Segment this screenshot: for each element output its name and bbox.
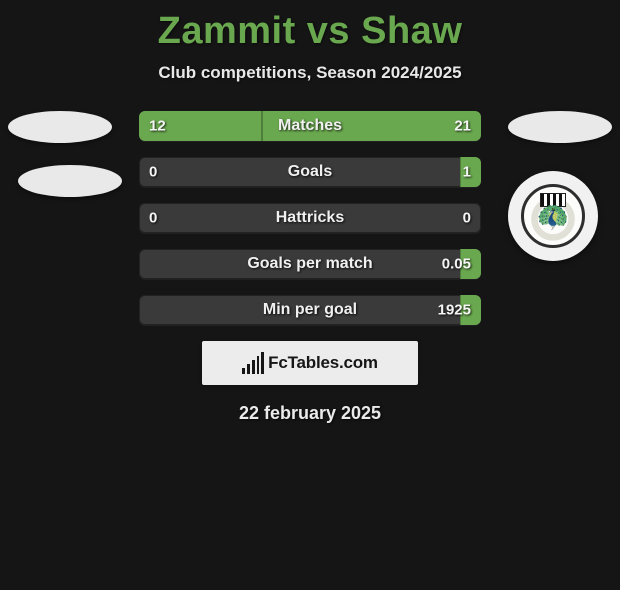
bar-fill-right [262, 111, 481, 141]
brand-label: FcTables.com [268, 353, 378, 373]
right-club-badge: 🦚 [508, 171, 598, 261]
stat-left-value: 0 [149, 210, 157, 227]
stat-label: Min per goal [139, 301, 481, 319]
comparison-bars: 1221Matches01Goals00Hattricks0.05Goals p… [139, 111, 481, 325]
page-title: Zammit vs Shaw [0, 10, 620, 53]
stat-right-value: 1925 [438, 302, 471, 319]
stat-right-value: 1 [463, 164, 471, 181]
left-placeholder-oval [8, 111, 112, 143]
stat-right-value: 0 [463, 210, 471, 227]
stat-left-value: 12 [149, 118, 166, 135]
right-placeholder-oval [508, 111, 612, 143]
stat-row: 0 0Hattricks [139, 203, 481, 233]
date-label: 22 february 2025 [0, 403, 620, 424]
stat-left-value: 0 [149, 164, 157, 181]
stat-row: 1925Min per goal [139, 295, 481, 325]
stat-row: 1221Matches [139, 111, 481, 141]
comparison-stage: 🦚 1221Matches01Goals00Hattricks0.05Goals… [0, 111, 620, 424]
stat-right-value: 0.05 [442, 256, 471, 273]
brand-box[interactable]: FcTables.com [202, 341, 418, 385]
stat-row: 0 1Goals [139, 157, 481, 187]
stat-label: Goals per match [139, 255, 481, 273]
stat-label: Hattricks [139, 209, 481, 227]
stat-right-value: 21 [454, 118, 471, 135]
page-subtitle: Club competitions, Season 2024/2025 [0, 63, 620, 83]
stat-label: Goals [139, 163, 481, 181]
stat-row: 0.05Goals per match [139, 249, 481, 279]
left-placeholder-oval [18, 165, 122, 197]
club-crest-icon: 🦚 [521, 184, 585, 248]
bar-chart-icon [242, 352, 264, 374]
